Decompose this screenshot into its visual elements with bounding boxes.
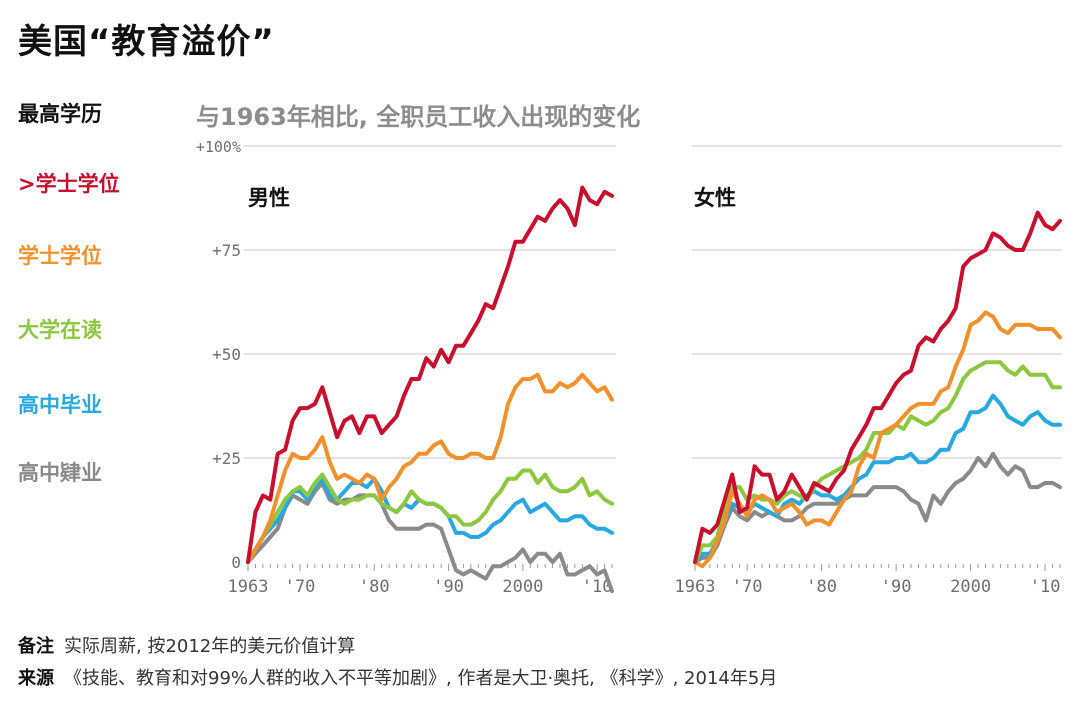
legend-item-bachelor: 学士学位 xyxy=(18,244,102,268)
legend-item-high-school-dropout: 高中肄业 xyxy=(18,461,102,485)
series-line-2 xyxy=(246,468,614,564)
x-tick-label: '70 xyxy=(732,577,763,597)
y-tick-label: 0 xyxy=(231,553,241,572)
chart-title: 美国“教育溢价” xyxy=(18,22,275,62)
x-tick-label: 2000 xyxy=(502,577,543,597)
series-line-3 xyxy=(693,393,1062,564)
footer-source: 来源 《技能、教育和对99%人群的收入不平等加剧》, 作者是大卫·奥托, 《科学》… xyxy=(18,664,777,690)
footer-note-label: 备注 xyxy=(18,636,54,657)
x-tick-label: '10 xyxy=(582,577,613,597)
y-tick-label: +25 xyxy=(212,449,241,468)
series-line-4 xyxy=(246,481,614,594)
legend-item-graduate: >学士学位 xyxy=(18,172,120,196)
series-line-1 xyxy=(246,372,614,564)
legend-item-some-college: 大学在读 xyxy=(18,318,102,342)
y-tick-label: +100% xyxy=(196,138,241,156)
x-tick-label: 1963 xyxy=(675,577,716,597)
series-line-4 xyxy=(693,451,1062,564)
x-tick-label: '10 xyxy=(1030,577,1061,597)
footer-note: 备注 实际周薪, 按2012年的美元价值计算 xyxy=(18,632,355,658)
series-line-1 xyxy=(693,310,1062,569)
y-tick-label: +50 xyxy=(212,345,241,364)
legend-heading: 最高学历 xyxy=(18,102,102,126)
x-tick-label: '70 xyxy=(285,577,316,597)
series-line-2 xyxy=(693,360,1062,564)
x-tick-label: '90 xyxy=(433,577,464,597)
x-tick-label: '80 xyxy=(359,577,390,597)
footer-note-text: 实际周薪, 按2012年的美元价值计算 xyxy=(64,636,356,657)
chart-subtitle: 与1963年相比, 全职员工收入出现的变化 xyxy=(196,103,641,131)
legend-item-high-school-graduate: 高中毕业 xyxy=(18,393,102,417)
footer-source-label: 来源 xyxy=(18,668,54,689)
x-tick-label: '90 xyxy=(881,577,912,597)
x-tick-label: '80 xyxy=(806,577,837,597)
series-line-0 xyxy=(693,210,1062,564)
x-tick-label: 2000 xyxy=(950,577,991,597)
series-line-0 xyxy=(246,185,614,564)
x-tick-label: 1963 xyxy=(228,577,269,597)
footer-source-text: 《技能、教育和对99%人群的收入不平等加剧》, 作者是大卫·奥托, 《科学》, … xyxy=(64,668,778,689)
panel-title: 女性 xyxy=(694,186,736,210)
y-tick-label: +75 xyxy=(212,241,241,260)
panel-title: 男性 xyxy=(248,186,290,210)
